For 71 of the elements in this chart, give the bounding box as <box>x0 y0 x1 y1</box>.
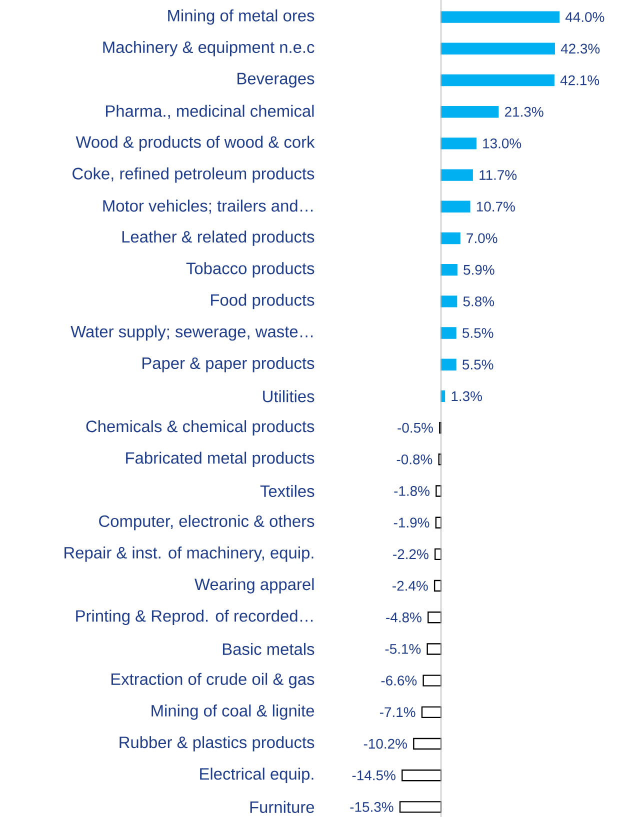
y-tick-label: Wood & products of wood & cork <box>76 136 315 152</box>
bar <box>440 200 470 212</box>
bar <box>421 706 442 718</box>
bar <box>440 264 458 276</box>
y-tick-label: Mining of coal & lignite <box>152 704 314 720</box>
data-label: 7.0% <box>466 233 498 244</box>
bar <box>440 358 456 370</box>
y-tick-label: Motor vehicles; trailers and… <box>103 200 313 214</box>
y-tick-label: Beverages <box>238 72 314 88</box>
y-tick-label: Wearing apparel <box>194 578 314 594</box>
data-label: -2.4% <box>392 580 428 591</box>
data-label: -4.8% <box>386 612 422 622</box>
y-tick-label: Leather & related products <box>122 230 314 246</box>
y-tick-label: Repair & inst. of machinery, equip. <box>64 546 314 562</box>
y-tick-label: Furniture <box>250 800 314 813</box>
y-tick-label: Chemicals & chemical products <box>86 420 314 436</box>
data-label: -2.2% <box>393 549 428 560</box>
data-label: -7.1% <box>380 707 416 718</box>
data-label: 11.7% <box>480 170 517 180</box>
data-label: -0.5% <box>398 422 433 433</box>
data-label: 21.3% <box>504 106 544 117</box>
bar <box>440 138 476 150</box>
data-label: 5.5% <box>462 328 494 338</box>
bar <box>399 801 442 813</box>
data-label: -10.2% <box>364 738 407 749</box>
data-label: -6.6% <box>381 676 417 686</box>
y-tick-label: Printing & Reprod. of recorded… <box>76 610 313 626</box>
bar <box>440 42 555 55</box>
bar <box>440 74 554 86</box>
bar <box>440 106 499 118</box>
bar <box>422 674 442 686</box>
bar <box>440 169 473 181</box>
bar <box>440 296 458 308</box>
y-tick-label: Coke, refined petroleum products <box>72 167 314 183</box>
y-tick-label: Utilities <box>263 390 314 402</box>
bar <box>440 327 456 339</box>
data-label: -15.3% <box>350 802 394 812</box>
data-label: 42.3% <box>560 44 600 54</box>
y-tick-label: Extraction of crude oil & gas <box>111 672 314 688</box>
y-tick-label: Water supply; sewerage, waste… <box>70 325 313 341</box>
bar <box>440 232 460 244</box>
data-label: 10.7% <box>476 202 515 212</box>
data-label: -14.5% <box>352 770 396 780</box>
data-label: -0.8% <box>396 454 432 464</box>
y-tick-label: Paper & paper products <box>142 356 314 372</box>
y-tick-label: Food products <box>211 294 314 310</box>
data-label: 5.9% <box>464 264 494 275</box>
data-label: 42.1% <box>560 75 600 86</box>
bar <box>426 643 442 655</box>
y-tick-label: Mining of metal ores <box>168 9 314 25</box>
bar <box>413 738 442 750</box>
bar <box>402 770 442 782</box>
y-tick-label: Electrical equip. <box>200 768 314 784</box>
data-label: -1.8% <box>394 486 430 496</box>
y-tick-label: Textiles <box>260 484 314 498</box>
data-label: 44.0% <box>565 12 604 22</box>
data-label: 13.0% <box>483 138 522 148</box>
data-label: -1.9% <box>394 518 430 528</box>
y-tick-label: Rubber & plastics products <box>120 736 314 752</box>
y-tick-label: Pharma., medicinal chemical <box>106 104 314 119</box>
bar <box>428 612 442 624</box>
data-label: 5.5% <box>462 360 494 370</box>
y-tick-label: Fabricated metal products <box>126 452 314 468</box>
y-tick-label: Basic metals <box>222 642 314 656</box>
y-tick-label: Tobacco products <box>186 262 314 278</box>
data-label: -5.1% <box>385 644 421 654</box>
data-label: 1.3% <box>452 391 482 402</box>
y-tick-label: Machinery & equipment n.e.c <box>103 41 314 56</box>
y-tick-label: Computer, electronic & others <box>99 514 314 530</box>
bar <box>440 11 560 23</box>
data-label: 5.8% <box>463 296 494 306</box>
